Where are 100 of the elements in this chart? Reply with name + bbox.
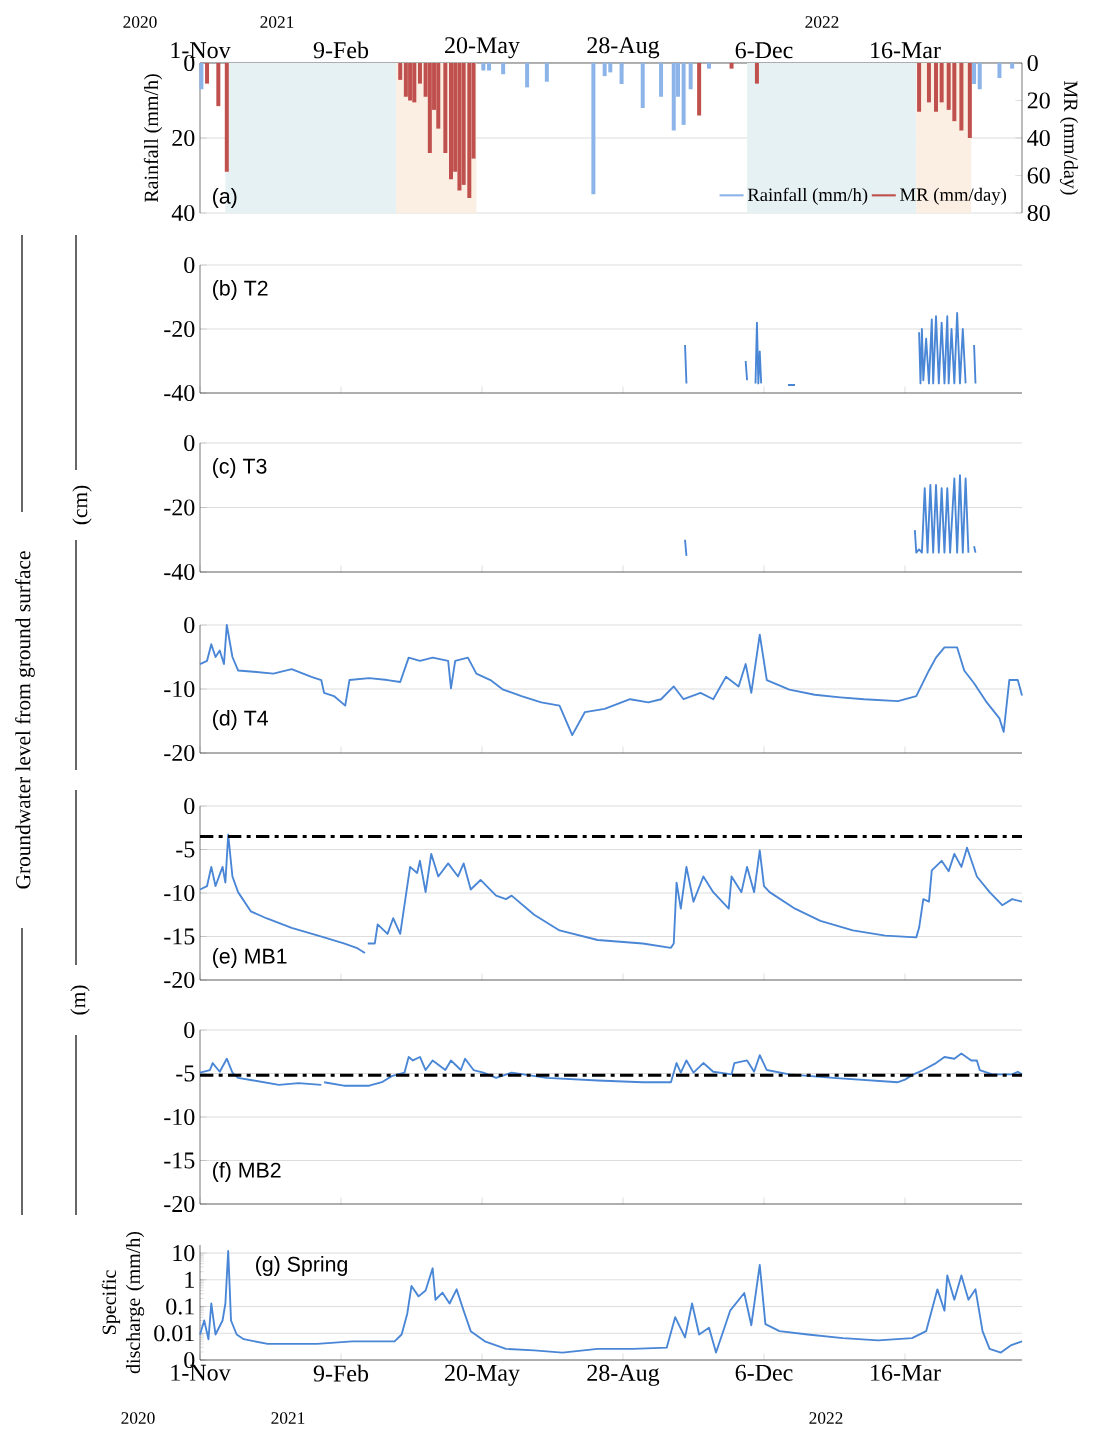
bar [707,63,711,69]
bar [977,63,982,90]
bar [697,63,702,116]
y2-tick-label: 0 [1027,54,1038,72]
bar [417,63,422,84]
y-tick-label: 20 [172,129,195,147]
bar [443,63,448,153]
bar [591,63,596,195]
text: 2022 [805,16,839,28]
bar [619,63,624,84]
y-tick-label: 0 [184,1021,195,1039]
bar [926,63,931,103]
bar [481,63,486,71]
y-tick-label: -10 [164,1108,195,1126]
bar [525,63,530,88]
annotation: (c) T3 [213,458,267,478]
y-tick-label: -10 [164,884,195,902]
bar [412,63,417,103]
bar [997,63,1002,78]
annotation: (d) T4 [213,710,268,730]
text: 2022 [809,1412,843,1424]
y-tick-label: -20 [164,744,195,762]
bar [688,63,693,90]
y-tick-label: 0 [184,616,195,634]
y-tick-label: -10 [164,680,195,698]
y-tick-label: -5 [176,841,195,858]
x-tick-label: 28-Aug [587,37,660,59]
text: (m) [70,985,90,1015]
text: 2021 [260,16,294,28]
text: (cm) [72,485,92,525]
annotation: (a) [213,188,237,208]
x-tick-label: 16-Mar [871,1364,941,1381]
y-tick-label: 0 [184,434,195,452]
bar [487,63,492,71]
y-tick-label: -40 [164,563,195,581]
bar [436,63,441,129]
bar [224,63,229,172]
bar [754,63,759,84]
bar [427,63,432,153]
bar [959,63,964,131]
bar [939,63,944,103]
y2-axis-title: MR (mm/day) [1059,81,1079,195]
annotation: (b) T2 [213,280,268,300]
bar [408,63,413,101]
bar [501,63,506,75]
bar [398,63,403,80]
y-tick-label: -20 [164,320,195,338]
bar [457,63,462,191]
x-tick-label: 6-Dec [735,1364,793,1381]
y-tick-label: -5 [176,1065,195,1082]
x-tick-label: 6-Dec [735,42,793,59]
annotation: (e) MB1 [213,948,287,968]
x-tick-label: 9-Feb [313,41,369,59]
y-tick-label: 10 [173,1244,195,1262]
text: 2021 [271,1412,305,1424]
y-tick-label: 0.01 [154,1325,194,1342]
bar [544,63,549,82]
y2-tick-label: 40 [1027,129,1050,147]
text: Groundwater level from ground surface [15,551,35,889]
bar [967,63,972,138]
text: 2020 [121,1412,155,1424]
y-tick-label: -40 [164,384,195,402]
bar [671,63,676,131]
bar [917,63,922,112]
y-tick-label: 0 [184,256,195,274]
bar [729,63,734,69]
bar [972,63,977,84]
y-tick-label: 0.1 [166,1298,194,1315]
bar [1010,63,1015,69]
annotation: (f) MB2 [213,1162,281,1182]
x-tick-label: 16-Mar [871,42,941,59]
y-tick-label: -20 [164,1195,195,1213]
bar [403,63,408,97]
legend-label: MR (mm/day) [900,187,1007,205]
y2-tick-label: 20 [1027,92,1050,109]
y-axis-title: Specific discharge (mm/h) [101,1231,145,1374]
legend-label: Rainfall (mm/h) [747,187,868,205]
y-tick-label: -15 [164,1152,195,1169]
y-axis-title: Rainfall (mm/h) [143,74,163,203]
x-tick-label: 9-Feb [313,1364,369,1382]
y-tick-label: 1 [185,1271,194,1288]
bar [659,63,664,97]
y-tick-label: -20 [164,499,195,516]
annotation: (g) Spring [256,1256,347,1276]
bar [640,63,645,108]
y-tick-label: -20 [164,971,195,989]
y2-tick-label: 80 [1027,204,1050,222]
text: 2020 [123,16,157,28]
bar [216,63,221,107]
line-series [199,624,1023,737]
x-tick-label: 20-May [445,37,520,59]
bar [681,63,686,125]
y2-tick-label: 60 [1027,167,1050,184]
bar [934,63,939,112]
bar [448,63,453,180]
x-tick-label: 28-Aug [587,1364,660,1386]
y-tick-label: -15 [164,928,195,945]
y-tick-label: 40 [171,204,195,222]
y-tick-label: 0 [184,797,195,815]
x-tick-label: 20-May [445,1364,520,1386]
